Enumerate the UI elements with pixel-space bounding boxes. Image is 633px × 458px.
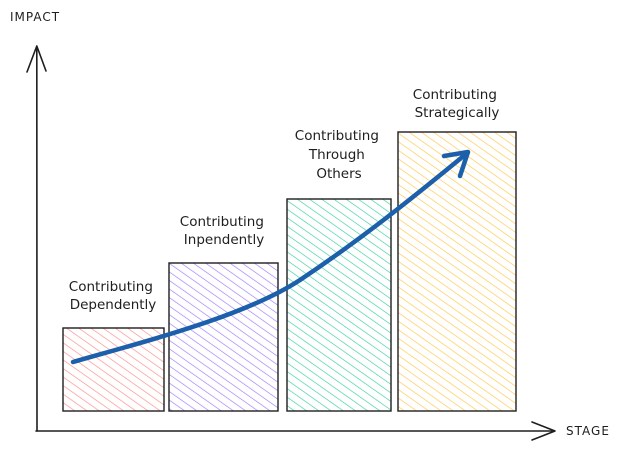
stage-label-3-line-1: Contributing xyxy=(295,128,379,144)
y-axis-label: IMPACT xyxy=(10,10,60,24)
stage-bar-2 xyxy=(168,262,279,412)
stage-label-4-line-2: Strategically xyxy=(415,105,500,121)
x-axis-label: STAGE xyxy=(566,424,610,438)
stage-label-3-line-3: Others xyxy=(316,166,361,182)
stage-label-1-line-2: Dependently xyxy=(70,297,157,313)
stage-bar-3-rect xyxy=(286,198,392,412)
stage-bar-2-rect xyxy=(168,262,279,412)
stage-label-1: Contributing Dependently xyxy=(69,279,157,313)
stage-bar-4-rect xyxy=(397,131,517,412)
stage-label-2-line-2: Inpendently xyxy=(184,232,264,248)
stage-label-4: Contributing Strategically xyxy=(413,87,501,121)
stage-bar-3 xyxy=(286,198,392,412)
growth-trend-arrow xyxy=(70,149,471,365)
stage-label-3: Contributing Through Others xyxy=(295,128,383,182)
stage-label-1-line-1: Contributing xyxy=(69,279,153,295)
stage-label-2: Contributing Inpendently xyxy=(180,214,268,248)
stage-bar-4 xyxy=(397,131,517,412)
stage-label-4-line-1: Contributing xyxy=(413,87,497,103)
x-axis xyxy=(35,421,556,441)
y-axis xyxy=(26,45,47,432)
stage-label-2-line-1: Contributing xyxy=(180,214,264,230)
stage-label-3-line-2: Through xyxy=(308,147,365,163)
